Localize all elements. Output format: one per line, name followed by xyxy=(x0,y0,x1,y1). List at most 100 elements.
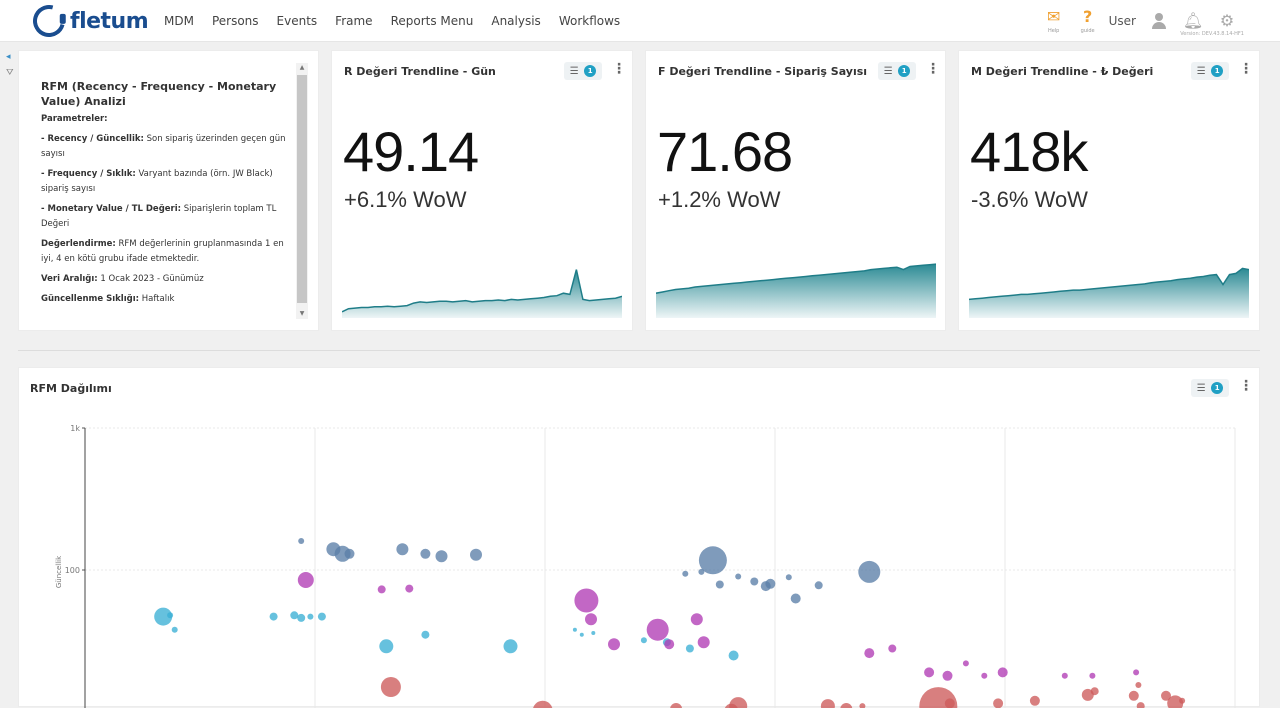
help-button[interactable]: ✉ Help xyxy=(1037,0,1071,42)
nav-item-persons[interactable]: Persons xyxy=(211,14,259,28)
scatter-point[interactable] xyxy=(344,548,355,559)
scatter-point[interactable] xyxy=(572,627,577,632)
scatter-point[interactable] xyxy=(962,660,969,667)
scatter-point[interactable] xyxy=(396,543,409,556)
scatter-point[interactable] xyxy=(1135,682,1142,688)
scatter-point[interactable] xyxy=(574,588,599,613)
scatter-point[interactable] xyxy=(698,546,727,575)
more-options-icon[interactable]: ⋮ xyxy=(1239,378,1253,394)
scatter-point[interactable] xyxy=(317,612,326,621)
scatter-point[interactable] xyxy=(858,560,881,583)
scatter-point[interactable] xyxy=(297,572,314,588)
fletum-logo[interactable]: fletum xyxy=(27,0,149,43)
scatter-point[interactable] xyxy=(1133,669,1140,676)
scatter-point[interactable] xyxy=(685,644,694,653)
filter-button[interactable]: ☰ 1 xyxy=(1191,62,1229,80)
scatter-point[interactable] xyxy=(1089,672,1096,679)
user-name[interactable]: User xyxy=(1108,14,1136,28)
scatter-point[interactable] xyxy=(167,612,174,619)
scatter-point[interactable] xyxy=(585,613,597,626)
scatter-point[interactable] xyxy=(682,570,689,577)
scatter-point[interactable] xyxy=(269,612,278,621)
scatter-point[interactable] xyxy=(470,548,482,561)
scatter-point[interactable] xyxy=(690,613,703,626)
scatter-point[interactable] xyxy=(435,550,448,563)
scatter-point[interactable] xyxy=(664,639,675,650)
scatter-point[interactable] xyxy=(405,584,414,593)
scatter-point[interactable] xyxy=(1090,687,1099,696)
scatter-point[interactable] xyxy=(765,578,776,589)
kpi-change: +6.1% WoW xyxy=(344,187,467,212)
scatter-point[interactable] xyxy=(735,573,742,580)
filter-icon[interactable]: ⛛ xyxy=(6,68,14,78)
scatter-point[interactable] xyxy=(864,648,875,659)
scroll-thumb[interactable] xyxy=(297,75,307,303)
scatter-point[interactable] xyxy=(981,672,988,679)
more-options-icon[interactable]: ⋮ xyxy=(612,61,626,77)
scatter-point[interactable] xyxy=(942,670,953,681)
scroll-up-arrow-icon[interactable]: ▲ xyxy=(299,64,305,71)
scatter-point[interactable] xyxy=(608,638,620,651)
scatter-point[interactable] xyxy=(297,613,306,622)
collapse-icon[interactable]: ◂ xyxy=(6,52,11,62)
more-options-icon[interactable]: ⋮ xyxy=(1239,61,1253,77)
scatter-point[interactable] xyxy=(1161,690,1171,701)
scatter-point[interactable] xyxy=(640,637,647,644)
user-menu-button[interactable] xyxy=(1142,0,1176,42)
nav-item-mdm[interactable]: MDM xyxy=(164,14,194,28)
scatter-point[interactable] xyxy=(820,699,835,708)
notifications-button[interactable]: 🔔︎ xyxy=(1176,0,1210,42)
scatter-point[interactable] xyxy=(728,650,739,661)
nav-item-frame[interactable]: Frame xyxy=(335,14,373,28)
scatter-point[interactable] xyxy=(171,626,178,633)
scatter-point[interactable] xyxy=(290,611,299,620)
scatter-point[interactable] xyxy=(1136,702,1145,708)
scatter-point[interactable] xyxy=(533,700,553,708)
scatter-point[interactable] xyxy=(697,636,710,649)
scatter-point[interactable] xyxy=(591,631,596,635)
nav-item-reports-menu[interactable]: Reports Menu xyxy=(390,14,474,28)
scatter-point[interactable] xyxy=(1179,697,1186,704)
scatter-point[interactable] xyxy=(924,667,935,678)
scatter-point[interactable] xyxy=(785,574,792,581)
scatter-point[interactable] xyxy=(888,644,897,653)
scatter-point[interactable] xyxy=(1029,695,1040,706)
settings-button[interactable]: ⚙ xyxy=(1210,0,1244,42)
kpi-change: +1.2% WoW xyxy=(658,187,781,212)
scatter-point[interactable] xyxy=(715,580,724,589)
scatter-point[interactable] xyxy=(814,581,823,590)
scatter-point[interactable] xyxy=(377,585,386,594)
more-options-icon[interactable]: ⋮ xyxy=(926,61,940,77)
scatter-point[interactable] xyxy=(859,703,866,708)
scatter-point[interactable] xyxy=(729,697,748,708)
scatter-point[interactable] xyxy=(298,538,305,544)
nav-item-analysis[interactable]: Analysis xyxy=(491,14,541,28)
scatter-point[interactable] xyxy=(421,630,430,639)
scatter-point[interactable] xyxy=(1061,672,1068,679)
scatter-point[interactable] xyxy=(503,639,518,654)
scatter-point[interactable] xyxy=(840,703,853,708)
info-scrollbar[interactable]: ▲ ▼ xyxy=(296,63,308,319)
filter-button[interactable]: ☰ 1 xyxy=(564,62,602,80)
scatter-point[interactable] xyxy=(750,577,759,586)
scatter-point[interactable] xyxy=(670,703,683,708)
nav-item-events[interactable]: Events xyxy=(276,14,318,28)
scatter-point[interactable] xyxy=(379,639,394,654)
scatter-point[interactable] xyxy=(790,593,801,604)
scatter-point[interactable] xyxy=(698,568,705,575)
filter-button[interactable]: ☰ 1 xyxy=(1191,379,1229,397)
kpi-sparkline xyxy=(969,267,1249,318)
data-range: Veri Aralığı: 1 Ocak 2023 - Günümüz xyxy=(41,274,204,284)
filter-button[interactable]: ☰ 1 xyxy=(878,62,916,80)
scatter-point[interactable] xyxy=(646,618,669,641)
scatter-point[interactable] xyxy=(579,632,584,637)
scatter-point[interactable] xyxy=(1128,690,1139,701)
scatter-point[interactable] xyxy=(154,607,173,626)
scatter-point[interactable] xyxy=(307,613,314,620)
scroll-down-arrow-icon[interactable]: ▼ xyxy=(299,310,305,317)
guide-button[interactable]: ? guide xyxy=(1071,0,1105,42)
nav-item-workflows[interactable]: Workflows xyxy=(558,14,621,28)
scatter-point[interactable] xyxy=(997,667,1008,678)
scatter-point[interactable] xyxy=(380,677,401,697)
scatter-point[interactable] xyxy=(420,548,431,559)
